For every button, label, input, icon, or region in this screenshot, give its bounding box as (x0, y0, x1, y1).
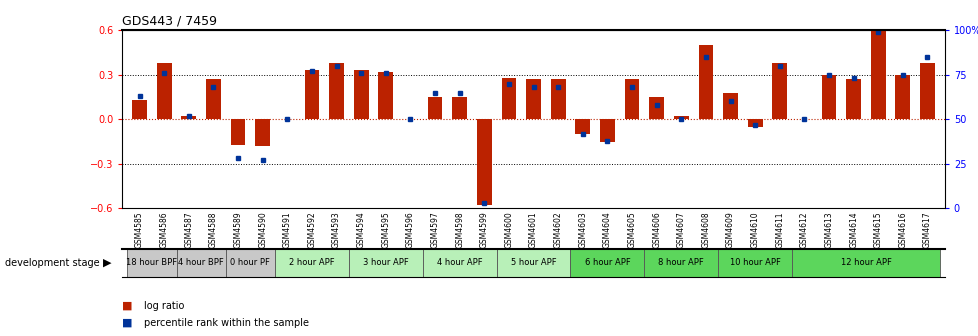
Bar (698, 45, 713, 119)
Bar (723, 93, 737, 119)
Text: 10 hour APF: 10 hour APF (729, 258, 779, 267)
Bar (176, 249, 226, 277)
Bar (791, 249, 939, 277)
Text: development stage: development stage (5, 258, 100, 268)
Bar (156, 63, 171, 119)
Bar (772, 63, 786, 119)
Text: ■: ■ (122, 318, 133, 328)
Bar (870, 12, 885, 119)
Text: 4 hour APF: 4 hour APF (436, 258, 482, 267)
Bar (226, 249, 275, 277)
Bar (648, 97, 663, 119)
Bar (673, 116, 688, 119)
Bar (132, 100, 147, 119)
Bar (525, 79, 541, 119)
Text: ■: ■ (122, 301, 133, 311)
Bar (718, 249, 791, 277)
Text: 0 hour PF: 0 hour PF (230, 258, 270, 267)
Bar (895, 75, 910, 119)
Text: log ratio: log ratio (144, 301, 184, 311)
Bar (353, 70, 368, 119)
Bar (275, 249, 348, 277)
Text: 3 hour APF: 3 hour APF (363, 258, 408, 267)
Bar (845, 79, 860, 119)
Bar (348, 249, 422, 277)
Text: ▶: ▶ (103, 258, 111, 268)
Bar (181, 116, 196, 119)
Bar (127, 249, 176, 277)
Text: 5 hour APF: 5 hour APF (511, 258, 556, 267)
Bar (255, 119, 270, 146)
Bar (600, 119, 614, 141)
Bar (452, 97, 467, 119)
Text: 2 hour APF: 2 hour APF (289, 258, 334, 267)
Bar (231, 119, 245, 144)
Text: percentile rank within the sample: percentile rank within the sample (144, 318, 309, 328)
Bar (378, 72, 393, 119)
Text: 8 hour APF: 8 hour APF (658, 258, 703, 267)
Bar (329, 63, 343, 119)
Text: 4 hour BPF: 4 hour BPF (178, 258, 224, 267)
Bar (919, 63, 934, 119)
Bar (476, 119, 491, 205)
Text: 6 hour APF: 6 hour APF (584, 258, 630, 267)
Bar (575, 119, 590, 134)
Bar (551, 79, 565, 119)
Bar (747, 119, 762, 127)
Text: 12 hour APF: 12 hour APF (840, 258, 891, 267)
Bar (496, 249, 570, 277)
Bar (206, 79, 221, 119)
Bar (427, 97, 442, 119)
Text: GDS443 / 7459: GDS443 / 7459 (122, 15, 217, 28)
Bar (644, 249, 718, 277)
Text: 18 hour BPF: 18 hour BPF (126, 258, 177, 267)
Bar (624, 79, 639, 119)
Bar (570, 249, 644, 277)
Bar (304, 70, 319, 119)
Bar (821, 75, 835, 119)
Bar (501, 78, 515, 119)
Bar (422, 249, 496, 277)
